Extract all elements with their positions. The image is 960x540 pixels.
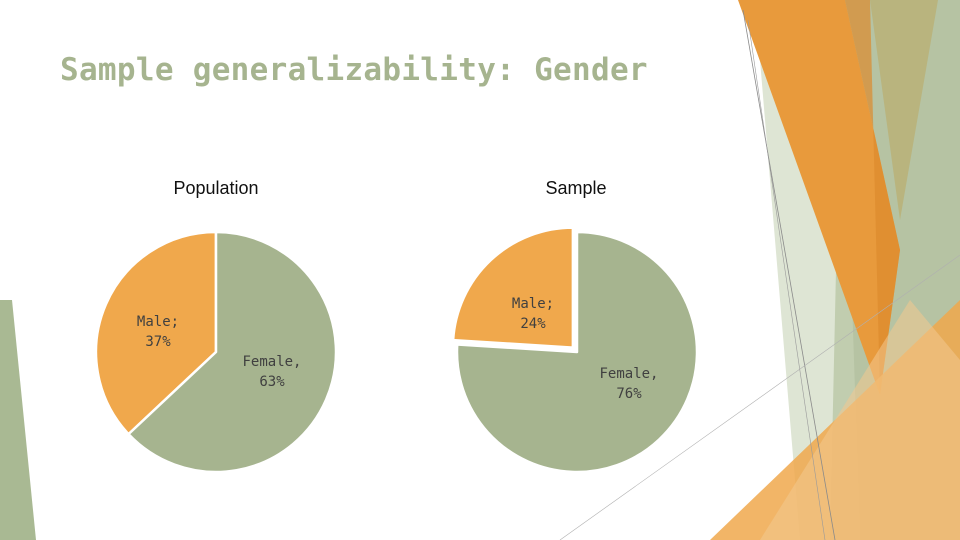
population-slice-male — [94, 230, 218, 436]
decor-pale-band — [760, 300, 960, 540]
decor-left-strip — [0, 300, 36, 540]
sample-chart-title: Sample — [545, 178, 607, 198]
slide-title: Sample generalizability: Gender — [60, 52, 648, 88]
decor-line-2 — [747, 19, 826, 540]
decor-line-1 — [742, 9, 836, 540]
sample-slice-female — [455, 230, 699, 474]
decor-orange-arrow — [738, 0, 900, 395]
sample-label-female-name: Female, — [599, 366, 658, 382]
population-label-female-value: 63% — [259, 374, 285, 390]
sample-label-male-value: 24% — [520, 316, 546, 332]
sample-slice-male — [451, 226, 575, 349]
population-label-female-name: Female, — [242, 354, 301, 370]
sample-label-female-value: 76% — [616, 386, 642, 402]
population-label-male-value: 37% — [145, 334, 171, 350]
decor-orange-arrow-dark — [845, 0, 900, 395]
decor-olive-shard — [870, 0, 938, 220]
sample-label-male-name: Male; — [512, 296, 554, 312]
population-slice-female — [127, 230, 338, 474]
population-chart-title: Population — [173, 178, 259, 198]
population-label-male-name: Male; — [137, 314, 179, 330]
decor-line-3 — [559, 254, 960, 540]
